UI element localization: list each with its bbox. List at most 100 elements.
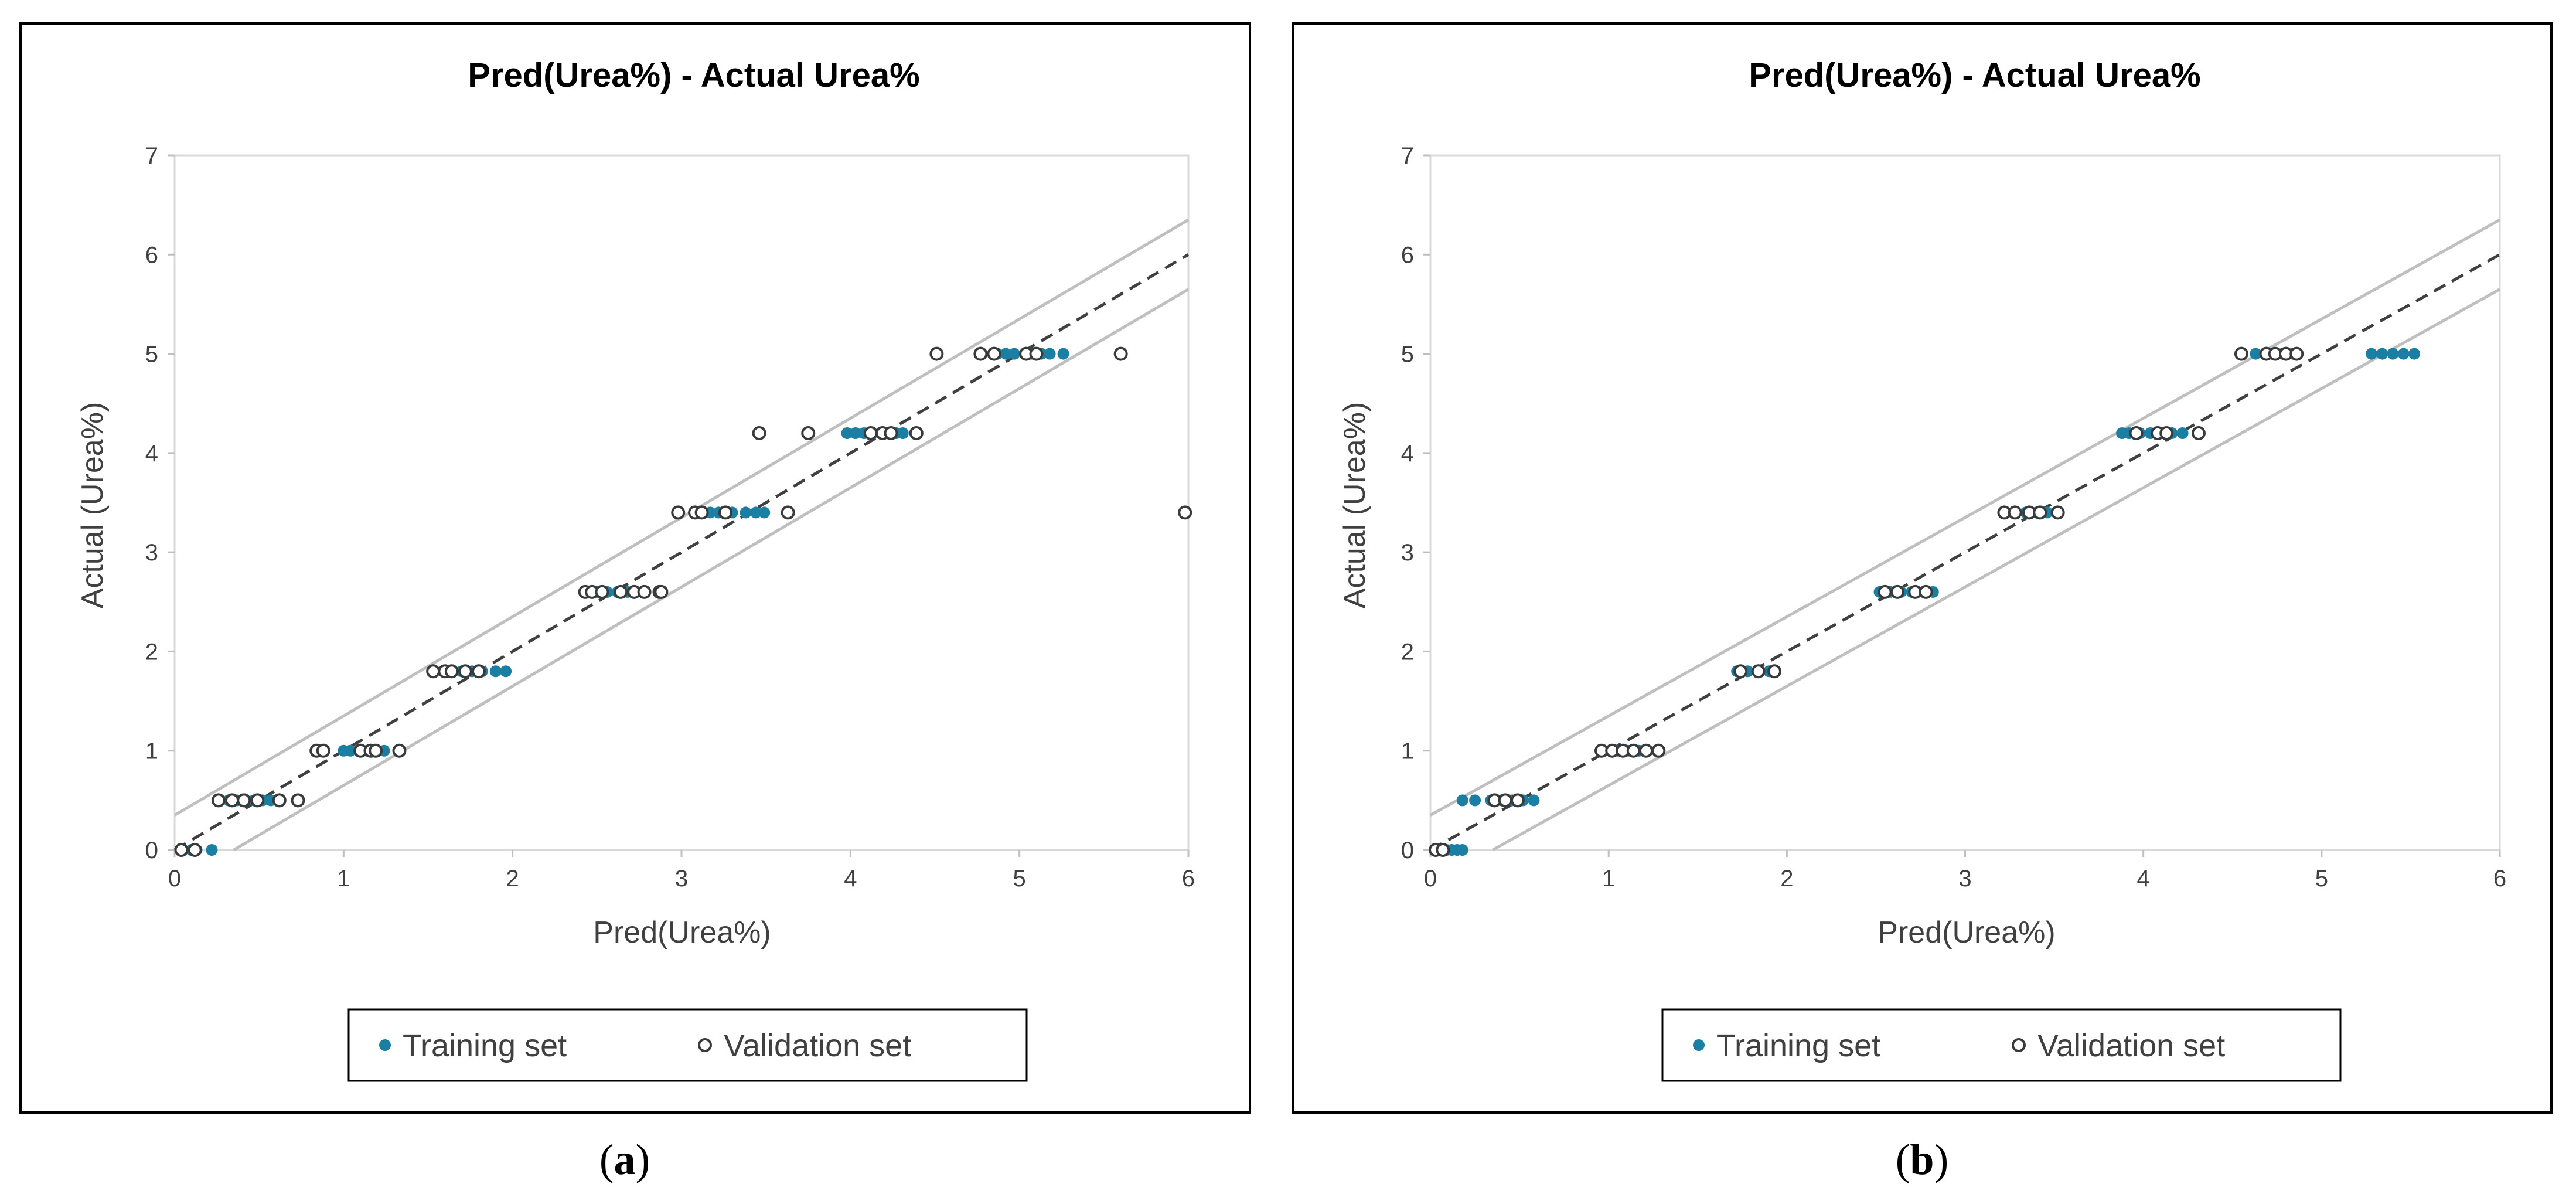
training-point xyxy=(500,665,512,678)
x-tick-label: 4 xyxy=(844,866,857,892)
legend-validation-label: Validation set xyxy=(724,1028,911,1063)
training-point xyxy=(1057,348,1069,360)
validation-point xyxy=(863,426,878,440)
validation-point xyxy=(1751,664,1766,679)
validation-point xyxy=(1733,664,1748,679)
validation-point xyxy=(458,664,472,679)
y-tick-label: 5 xyxy=(1401,342,1414,368)
training-point xyxy=(2397,348,2410,360)
validation-point xyxy=(1890,584,1904,599)
x-axis-label: Pred(Urea%) xyxy=(593,916,771,950)
legend-validation-marker xyxy=(2012,1038,2026,1052)
legend-training-label: Training set xyxy=(403,1028,567,1063)
panel-a: Pred(Urea%) - Actual Urea% 0 1 2 3 4 5 6 0 1 2 3 4 5 6… xyxy=(19,22,1251,1184)
training-point xyxy=(206,844,218,856)
validation-point xyxy=(1651,743,1666,758)
y-tick-label: 1 xyxy=(1401,739,1414,764)
validation-point xyxy=(2008,505,2022,520)
x-tick-label: 2 xyxy=(506,866,519,892)
validation-point xyxy=(671,505,686,520)
x-tick-label: 6 xyxy=(2493,866,2506,892)
validation-point xyxy=(1639,743,1654,758)
x-tick-label: 2 xyxy=(1780,866,1793,892)
legend-box xyxy=(347,1008,1028,1082)
validation-point xyxy=(316,743,330,758)
validation-point xyxy=(1498,793,1512,808)
y-axis-label: Actual (Urea%) xyxy=(76,402,110,609)
validation-point xyxy=(392,743,407,758)
x-tick-label: 0 xyxy=(168,866,181,892)
validation-point xyxy=(752,426,766,440)
subfigure-label: (a) xyxy=(599,1136,650,1184)
validation-point xyxy=(1878,584,1892,599)
validation-point xyxy=(718,505,732,520)
training-point xyxy=(1469,794,1481,807)
validation-point xyxy=(801,426,816,440)
chart-title: Pred(Urea%) - Actual Urea% xyxy=(468,56,919,94)
y-tick-label: 7 xyxy=(145,143,158,169)
validation-point xyxy=(188,843,202,857)
y-tick-label: 2 xyxy=(145,639,158,665)
training-point xyxy=(2250,348,2262,360)
y-tick-label: 5 xyxy=(145,342,158,368)
training-point xyxy=(849,427,861,439)
y-tick-label: 6 xyxy=(1401,242,1414,268)
validation-point xyxy=(595,584,609,599)
validation-point xyxy=(1029,346,1044,361)
validation-point xyxy=(2234,346,2248,361)
training-point xyxy=(1456,794,1468,807)
validation-point xyxy=(225,793,240,808)
legend-validation-label: Validation set xyxy=(2037,1028,2225,1063)
validation-point xyxy=(909,426,924,440)
legend-validation-marker xyxy=(698,1038,712,1052)
training-point xyxy=(1528,794,1540,807)
validation-point xyxy=(2050,505,2065,520)
validation-point xyxy=(1511,793,1525,808)
x-tick-label: 5 xyxy=(1013,866,1026,892)
validation-point xyxy=(987,346,1001,361)
validation-point xyxy=(2289,346,2304,361)
training-point xyxy=(344,744,356,757)
training-point xyxy=(740,506,752,519)
training-point xyxy=(2387,348,2399,360)
training-point xyxy=(1000,348,1012,360)
x-tick-label: 3 xyxy=(1958,866,1971,892)
y-tick-label: 3 xyxy=(145,540,158,566)
y-axis-label: Actual (Urea%) xyxy=(1338,402,1372,609)
training-point xyxy=(749,506,762,519)
validation-point xyxy=(694,505,709,520)
training-point xyxy=(2176,427,2189,439)
validation-point xyxy=(973,346,988,361)
validation-point xyxy=(426,664,441,679)
x-axis-label: Pred(Urea%) xyxy=(1878,916,2055,950)
training-point xyxy=(1456,844,1468,856)
training-point xyxy=(1008,348,1021,360)
validation-point xyxy=(2191,426,2206,440)
legend-training-marker xyxy=(1693,1039,1705,1051)
validation-point xyxy=(1919,584,1933,599)
lower-bound-line xyxy=(233,288,1190,852)
validation-point xyxy=(237,793,251,808)
validation-point xyxy=(1626,743,1641,758)
y-tick-label: 4 xyxy=(145,441,158,467)
y-tick-label: 2 xyxy=(1401,639,1414,665)
validation-point xyxy=(2033,505,2047,520)
training-point xyxy=(1044,348,1056,360)
y-tick-label: 6 xyxy=(145,242,158,268)
validation-point xyxy=(2159,426,2174,440)
validation-point xyxy=(929,346,944,361)
y-tick-label: 3 xyxy=(1401,540,1414,566)
plot-area xyxy=(173,154,1190,851)
x-tick-label: 3 xyxy=(675,866,688,892)
y-tick-label: 4 xyxy=(1401,441,1414,467)
validation-point xyxy=(211,793,226,808)
validation-point xyxy=(884,426,898,440)
validation-point xyxy=(1436,843,1450,857)
x-tick-label: 5 xyxy=(2315,866,2328,892)
validation-point xyxy=(1767,664,1782,679)
validation-point xyxy=(654,584,669,599)
training-point xyxy=(2376,348,2388,360)
training-point xyxy=(489,665,502,678)
validation-point xyxy=(1113,346,1128,361)
y-tick-label: 0 xyxy=(1401,838,1414,863)
